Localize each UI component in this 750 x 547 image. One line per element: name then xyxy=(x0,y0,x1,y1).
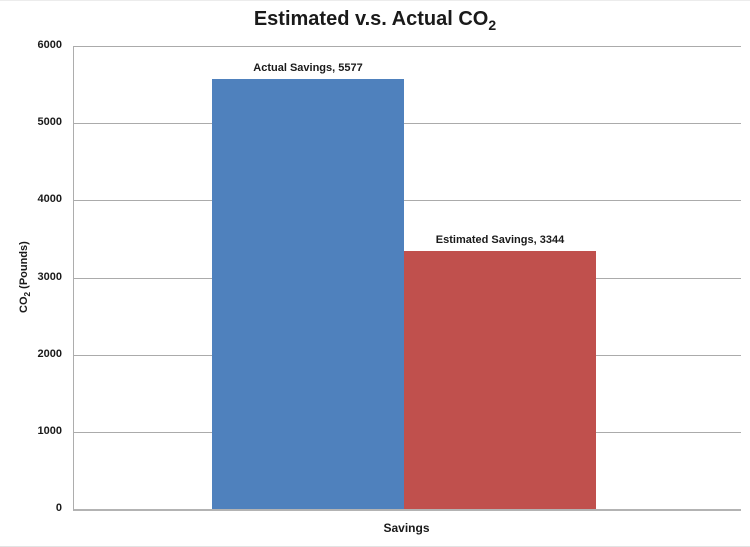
x-axis-title: Savings xyxy=(383,521,430,535)
data-label-actual-savings: Actual Savings, 5577 xyxy=(253,61,363,74)
bar-estimated-savings xyxy=(404,250,596,509)
data-label-estimated-savings: Estimated Savings, 3344 xyxy=(435,233,565,246)
y-tick-label-1000: 1000 xyxy=(37,424,62,437)
chart-title-subscript: 2 xyxy=(488,17,497,33)
chart-title-text: Estimated v.s. Actual CO xyxy=(253,8,489,30)
gridline-6000 xyxy=(74,46,741,47)
y-tick-label-4000: 4000 xyxy=(37,193,62,206)
gridline-5000 xyxy=(74,123,741,125)
y-tick-label-2000: 2000 xyxy=(37,347,62,360)
y-tick-label-3000: 3000 xyxy=(37,270,62,283)
y-axis-title-subscript: 2 xyxy=(23,291,33,297)
y-tick-label-6000: 6000 xyxy=(37,39,62,51)
gridline-4000 xyxy=(74,200,741,202)
bar-actual-savings xyxy=(212,78,404,509)
chart-title: Estimated v.s. Actual CO2 xyxy=(0,8,750,33)
y-axis-title-prefix: CO xyxy=(17,296,30,314)
plot-area: Actual Savings, 5577 Estimated Savings, 3… xyxy=(73,46,741,511)
y-axis-title-suffix: (Pounds) xyxy=(17,241,30,292)
y-tick-label-0: 0 xyxy=(55,502,62,514)
y-tick-label-5000: 5000 xyxy=(37,116,62,129)
